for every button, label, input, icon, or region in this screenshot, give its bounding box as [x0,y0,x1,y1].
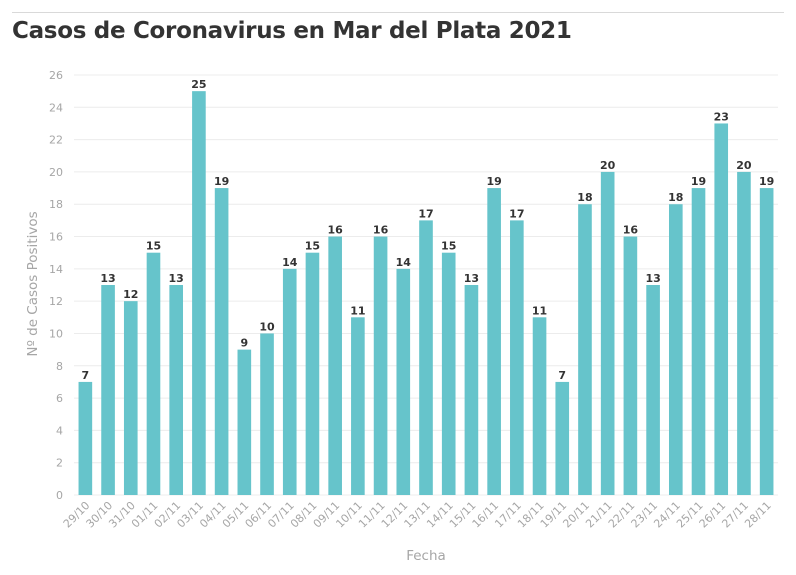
y-tick-label: 0 [56,489,63,502]
y-tick-label: 8 [56,360,63,373]
bar [510,220,524,495]
bar [146,252,161,495]
x-axis-ticks: 29/1030/1031/1001/1102/1103/1104/1105/11… [61,499,774,531]
bar [532,317,547,495]
value-label: 7 [558,369,566,382]
value-label: 25 [191,78,206,91]
bar [169,285,184,495]
value-label: 18 [668,191,683,204]
value-label: 23 [714,110,729,123]
x-axis-title: Fecha [406,548,446,564]
y-tick-label: 20 [49,166,63,179]
value-labels: 7 13 12 15 13 25 19 9 10 14 15 16 11 16 14 17 15 13 19 17 11… [82,78,775,382]
bar [464,285,479,495]
bar [759,188,774,496]
value-label: 11 [350,304,365,317]
y-tick-label: 18 [49,198,63,211]
y-tick-label: 26 [49,69,63,82]
value-label: 20 [736,159,752,172]
bar [623,236,638,496]
bar [282,268,297,495]
y-tick-label: 16 [49,231,63,244]
value-label: 10 [259,320,275,333]
top-divider [12,12,784,13]
x-tick-label: 28/11 [742,499,774,531]
value-label: 17 [418,207,433,220]
chart-title: Casos de Coronavirus en Mar del Plata 20… [12,18,572,44]
bar [691,188,706,496]
value-label: 13 [100,272,115,285]
gridlines [74,74,778,496]
value-label: 16 [623,224,639,237]
bar [714,123,729,495]
y-tick-label: 24 [49,101,63,114]
bar [351,317,365,495]
value-label: 11 [532,304,547,317]
value-label: 9 [240,337,248,350]
bar [555,381,570,495]
y-tick-label: 2 [56,457,63,470]
value-label: 7 [82,369,90,382]
y-axis-title: Nº de Casos Positivos [25,211,41,356]
bars [78,91,774,496]
bar [237,349,252,495]
bar [328,236,342,496]
bar [260,333,274,495]
value-label: 17 [509,207,524,220]
bar [305,252,320,495]
bar [487,188,501,496]
value-label: 18 [577,191,592,204]
value-label: 20 [600,159,616,172]
bar [441,252,456,495]
value-label: 16 [373,224,389,237]
y-tick-label: 22 [49,134,63,147]
bar [78,381,93,495]
value-label: 12 [123,288,138,301]
bar [396,268,411,495]
bar [600,171,615,495]
bar [578,204,592,495]
value-label: 19 [691,175,706,188]
bar [668,204,683,495]
bar [646,285,660,495]
value-label: 19 [486,175,501,188]
y-tick-label: 4 [56,424,63,437]
y-tick-label: 6 [56,392,63,405]
value-label: 13 [464,272,479,285]
value-label: 13 [645,272,660,285]
bar [419,220,433,495]
bar [737,171,751,495]
value-label: 15 [305,240,320,253]
value-label: 14 [396,256,412,269]
bar [192,91,206,496]
bar [373,236,388,496]
bar [214,188,229,496]
value-label: 19 [759,175,774,188]
bar [101,285,115,495]
y-tick-label: 12 [49,295,63,308]
value-label: 16 [328,224,344,237]
value-label: 19 [214,175,229,188]
bar [123,301,138,495]
value-label: 13 [169,272,184,285]
y-tick-label: 14 [49,263,63,276]
y-tick-label: 10 [49,327,63,340]
value-label: 15 [441,240,456,253]
value-label: 14 [282,256,298,269]
value-label: 15 [146,240,161,253]
